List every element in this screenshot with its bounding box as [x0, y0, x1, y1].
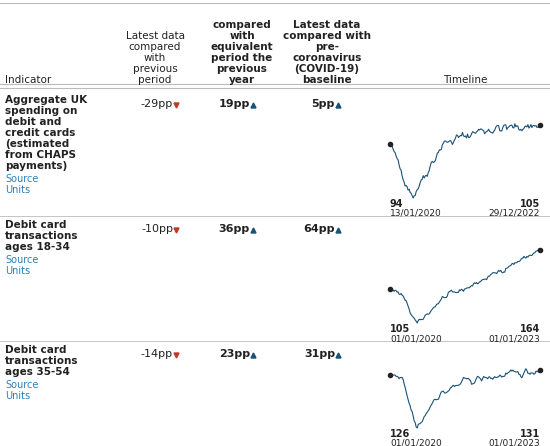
Text: debit and: debit and	[5, 117, 62, 127]
Text: with: with	[144, 53, 166, 63]
Text: Debit card: Debit card	[5, 220, 67, 230]
Text: compared with: compared with	[283, 31, 371, 41]
Polygon shape	[251, 228, 256, 233]
Text: Indicator: Indicator	[5, 75, 51, 85]
Text: 64pp: 64pp	[304, 224, 335, 234]
Text: Aggregate UK: Aggregate UK	[5, 95, 87, 105]
Polygon shape	[251, 103, 256, 108]
Text: credit cards: credit cards	[5, 128, 75, 138]
Text: 19pp: 19pp	[219, 99, 250, 109]
Text: Units: Units	[5, 391, 30, 401]
Text: Latest data: Latest data	[293, 20, 361, 30]
Text: 164: 164	[520, 324, 540, 334]
Text: 01/01/2020: 01/01/2020	[390, 334, 442, 343]
Text: Source: Source	[5, 380, 38, 390]
Text: Units: Units	[5, 266, 30, 276]
Text: (COVID-19): (COVID-19)	[294, 64, 360, 74]
Text: year: year	[229, 75, 255, 85]
Polygon shape	[174, 228, 179, 233]
Text: previous: previous	[133, 64, 177, 74]
Text: Units: Units	[5, 185, 30, 195]
Text: baseline: baseline	[302, 75, 352, 85]
Text: pre-: pre-	[315, 42, 339, 52]
Text: 36pp: 36pp	[219, 224, 250, 234]
Text: -14pp: -14pp	[141, 349, 173, 359]
Text: transactions: transactions	[5, 231, 79, 241]
Text: 01/01/2023: 01/01/2023	[488, 439, 540, 446]
Text: ages 35-54: ages 35-54	[5, 367, 70, 377]
Text: coronavirus: coronavirus	[292, 53, 362, 63]
Text: 126: 126	[390, 429, 410, 439]
Text: from CHAPS: from CHAPS	[5, 150, 76, 160]
Text: compared: compared	[129, 42, 181, 52]
Polygon shape	[174, 353, 179, 358]
Text: (estimated: (estimated	[5, 139, 69, 149]
Text: 131: 131	[520, 429, 540, 439]
Text: 94: 94	[390, 199, 404, 209]
Text: Source: Source	[5, 174, 38, 184]
Text: 23pp: 23pp	[219, 349, 250, 359]
Text: with: with	[229, 31, 255, 41]
Polygon shape	[336, 103, 341, 108]
Polygon shape	[251, 353, 256, 358]
Text: 29/12/2022: 29/12/2022	[488, 209, 540, 218]
Text: 01/01/2020: 01/01/2020	[390, 439, 442, 446]
Text: period: period	[138, 75, 172, 85]
Text: Timeline: Timeline	[443, 75, 487, 85]
Text: ages 18-34: ages 18-34	[5, 242, 70, 252]
Text: Debit card: Debit card	[5, 345, 67, 355]
Text: compared: compared	[213, 20, 271, 30]
Polygon shape	[336, 353, 341, 358]
Text: 105: 105	[520, 199, 540, 209]
Text: previous: previous	[217, 64, 267, 74]
Text: 01/01/2023: 01/01/2023	[488, 334, 540, 343]
Text: 31pp: 31pp	[304, 349, 335, 359]
Text: 5pp: 5pp	[312, 99, 335, 109]
Text: payments): payments)	[5, 161, 67, 171]
Text: period the: period the	[211, 53, 273, 63]
Text: Latest data: Latest data	[125, 31, 184, 41]
Text: Source: Source	[5, 255, 38, 265]
Polygon shape	[174, 103, 179, 108]
Text: equivalent: equivalent	[211, 42, 273, 52]
Text: transactions: transactions	[5, 356, 79, 366]
Polygon shape	[336, 228, 341, 233]
Text: 105: 105	[390, 324, 410, 334]
Text: -29pp: -29pp	[141, 99, 173, 109]
Text: -10pp: -10pp	[141, 224, 173, 234]
Text: spending on: spending on	[5, 106, 78, 116]
Text: 13/01/2020: 13/01/2020	[390, 209, 442, 218]
